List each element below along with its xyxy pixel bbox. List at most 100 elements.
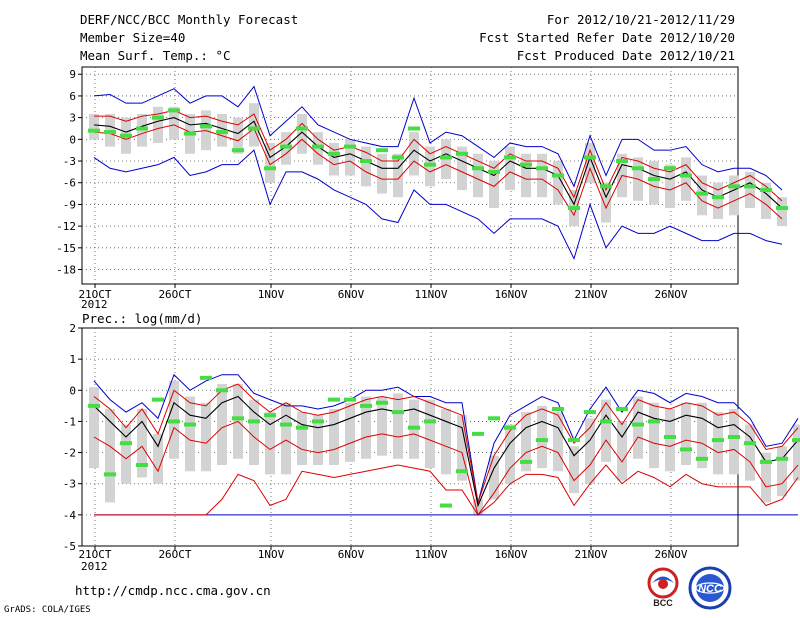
ensemble-box — [265, 142, 275, 183]
ensemble-box — [457, 415, 467, 481]
y-tick-label: -9 — [63, 198, 76, 211]
ensemble-box — [473, 153, 483, 198]
observed-marker — [408, 126, 420, 131]
x-year-label: 2012 — [81, 298, 108, 311]
ensemble-box — [249, 103, 259, 147]
observed-marker — [104, 472, 116, 477]
ensemble-box — [313, 415, 323, 466]
bcc-logo-center — [658, 579, 668, 589]
source-url[interactable]: http://cmdp.ncc.cma.gov.cn — [75, 583, 271, 598]
observed-marker — [616, 159, 628, 164]
observed-marker — [136, 126, 148, 131]
y-tick-label: 0 — [69, 133, 76, 146]
observed-marker — [760, 187, 772, 192]
ensemble-box — [329, 408, 339, 466]
lower-red-line — [94, 464, 799, 516]
upper-spread-line — [93, 383, 799, 505]
observed-marker — [728, 184, 740, 189]
y-tick-label: 1 — [69, 353, 76, 366]
observed-marker — [792, 438, 800, 443]
forecast-period-label: For 2012/10/21-2012/11/29 — [546, 12, 735, 27]
observed-marker — [664, 435, 676, 439]
observed-marker — [744, 184, 756, 189]
ncc-logo: NCC — [688, 566, 732, 610]
observed-marker — [680, 447, 692, 452]
ensemble-box — [665, 408, 675, 472]
observed-marker — [616, 406, 628, 411]
observed-marker — [344, 144, 356, 149]
precip-subtitle: Prec.: log(mm/d) — [82, 311, 202, 326]
observed-marker — [728, 435, 740, 439]
x-year-label: 2012 — [81, 560, 108, 573]
observed-marker — [648, 419, 660, 424]
ensemble-max-line — [93, 85, 783, 191]
ensemble-box — [729, 408, 739, 475]
observed-marker — [120, 133, 132, 138]
ensemble-box — [297, 114, 307, 154]
ensemble-box — [569, 446, 579, 494]
ensemble-box — [681, 157, 691, 201]
observed-marker — [504, 425, 516, 430]
x-tick-label: 11NOV — [414, 288, 447, 301]
ensemble-box — [153, 106, 163, 143]
observed-marker — [568, 206, 580, 211]
observed-marker — [136, 463, 148, 468]
observed-marker — [600, 184, 612, 189]
observed-marker — [632, 166, 644, 171]
x-tick-label: 21NOV — [574, 288, 607, 301]
observed-marker — [376, 400, 388, 405]
observed-marker — [488, 416, 500, 421]
ensemble-box — [665, 164, 675, 209]
observed-marker — [776, 206, 788, 211]
forecast-started-label: Fcst Started Refer Date 2012/10/20 — [479, 30, 735, 45]
y-tick-label: 3 — [69, 112, 76, 125]
ensemble-box — [393, 153, 403, 198]
ensemble-box — [105, 408, 115, 503]
observed-marker — [536, 166, 548, 171]
observed-marker — [696, 456, 708, 461]
ensemble-box — [185, 396, 195, 472]
observed-marker — [712, 195, 724, 200]
ensemble-box — [585, 418, 595, 484]
x-tick-label: 21OCT — [78, 288, 111, 301]
ensemble-box — [745, 171, 755, 209]
observed-marker — [424, 419, 436, 424]
ensemble-box — [745, 424, 755, 481]
observed-marker — [584, 410, 596, 415]
y-tick-label: -4 — [63, 509, 77, 522]
observed-marker — [712, 438, 724, 443]
bcc-logo-text: BCC — [653, 598, 673, 608]
ensemble-box — [409, 132, 419, 176]
observed-marker — [184, 131, 196, 136]
ensemble-mean-line — [93, 117, 783, 209]
ensemble-box — [153, 433, 163, 484]
observed-marker — [520, 162, 532, 167]
observed-marker — [264, 413, 276, 418]
ensemble-box — [265, 412, 275, 475]
observed-marker — [232, 416, 244, 421]
y-tick-label: 9 — [69, 68, 76, 81]
ensemble-box — [393, 393, 403, 459]
y-tick-label: -6 — [63, 177, 76, 190]
y-tick-label: -1 — [63, 415, 76, 428]
observed-marker — [296, 425, 308, 430]
x-tick-label: 16NOV — [494, 548, 527, 561]
ensemble-box — [505, 424, 515, 484]
ensemble-box — [281, 402, 291, 475]
observed-marker — [568, 438, 580, 443]
observed-marker — [312, 144, 324, 149]
ensemble-box — [233, 117, 243, 154]
ensemble-box — [681, 402, 691, 466]
observed-marker — [776, 456, 788, 461]
observed-marker — [600, 419, 612, 424]
observed-marker — [376, 148, 388, 153]
observed-marker — [456, 151, 468, 156]
observed-marker — [744, 441, 756, 446]
observed-marker — [360, 403, 372, 408]
y-tick-label: -15 — [56, 242, 76, 255]
observed-marker — [88, 128, 100, 133]
ensemble-box — [713, 182, 723, 219]
observed-marker — [88, 403, 100, 408]
